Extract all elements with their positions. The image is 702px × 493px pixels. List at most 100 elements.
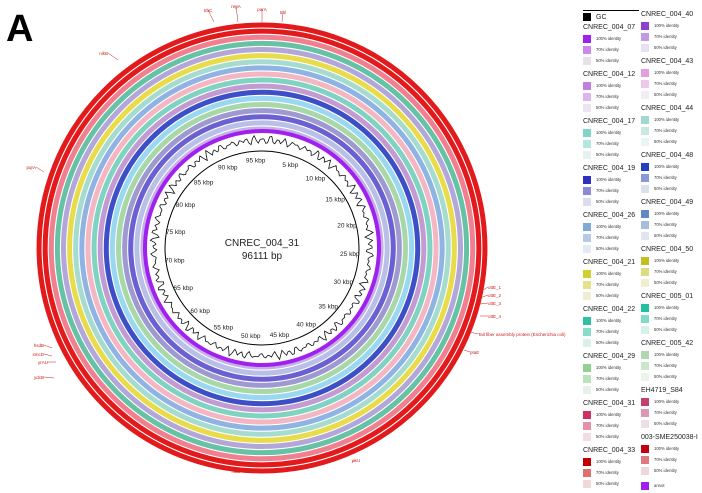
- identity-label: 50% identity: [596, 246, 619, 251]
- gene-leader-line: [107, 52, 119, 61]
- identity-label: 50% identity: [654, 186, 677, 191]
- legend-identity-row: 100% identity: [641, 67, 701, 78]
- legend-identity-row: 100% identity: [583, 127, 639, 138]
- tick-label: 5 kbp: [282, 162, 298, 169]
- gene-leader-line: [479, 294, 489, 299]
- gene-label-yrau: yrAU: [38, 360, 48, 365]
- gene-leader-line: [43, 376, 55, 379]
- legend-identity-row: 70% identity: [583, 44, 639, 55]
- identity-swatch: [641, 21, 649, 30]
- legend-identity-row: 70% identity: [641, 78, 701, 89]
- legend-identity-row: 50% identity: [583, 243, 639, 254]
- tick-label: 70 kbp: [165, 257, 185, 264]
- gene-leader-line: [463, 349, 471, 353]
- legend-identity-row: 50% identity: [583, 290, 639, 301]
- legend-right-entry: CNREC_005_42 100% identity 70% identity 50%…: [641, 339, 701, 382]
- legend-identity-row: 100% identity: [583, 362, 639, 373]
- tick-label: 50 kbp: [241, 333, 261, 340]
- legend-identity-row: 50% identity: [583, 55, 639, 66]
- identity-label: 100% identity: [596, 459, 622, 464]
- legend-identity-row: 100% identity: [583, 221, 639, 232]
- legend-identity-row: 50% identity: [641, 371, 701, 382]
- legend-identity-row: 100% identity: [641, 302, 701, 313]
- legend-identity-row: 70% identity: [641, 219, 701, 230]
- legend-identity-row: 70% identity: [641, 454, 701, 465]
- gene-leader-line: [35, 166, 45, 173]
- identity-swatch: [583, 385, 591, 394]
- gene-label-pqra: pqrA: [26, 165, 36, 170]
- identity-label: 70% identity: [654, 222, 677, 227]
- identity-swatch: [641, 220, 649, 229]
- identity-label: 70% identity: [596, 47, 619, 52]
- circular-genome-map: 5 kbp 10 kbp 15 kbp 20 kbp 25 kbp 30 kbp 35 kb…: [26, 4, 566, 474]
- identity-label: 100% identity: [596, 271, 622, 276]
- identity-label: 70% identity: [596, 141, 619, 146]
- ring-6: [67, 53, 457, 443]
- gc-swatch: [583, 13, 591, 21]
- ring-2: [42, 28, 482, 468]
- gc-content-trace: [149, 134, 374, 361]
- ring-15: [122, 108, 402, 388]
- legend-identity-row: 50% identity: [583, 337, 639, 348]
- identity-swatch: [583, 197, 591, 206]
- legend-identity-row: 100% identity: [583, 174, 639, 185]
- legend-entry-title: CNREC_004_21: [583, 259, 636, 266]
- identity-swatch: [641, 79, 649, 88]
- legend-identity-row: 50% identity: [641, 277, 701, 288]
- identity-label: 50% identity: [596, 387, 619, 392]
- ring-16: [128, 114, 396, 382]
- gene-label-trbc: trbC: [204, 8, 213, 13]
- legend-left-entry: CNREC_004_29 100% identity 70% identity 50%…: [583, 352, 639, 395]
- gene-label-otte-2: ottE_2: [488, 293, 502, 298]
- identity-label: 70% identity: [596, 423, 619, 428]
- identity-swatch: [583, 128, 591, 137]
- identity-swatch: [583, 363, 591, 372]
- identity-label: 100% identity: [596, 36, 622, 41]
- annot-label: annot: [654, 483, 665, 488]
- legend-identity-row: 70% identity: [583, 467, 639, 478]
- identity-label: 100% identity: [596, 365, 622, 370]
- ring-3: [48, 34, 476, 462]
- identity-label: 100% identity: [654, 305, 680, 310]
- identity-label: 100% identity: [596, 318, 622, 323]
- identity-swatch: [641, 408, 649, 417]
- ring-4: [54, 40, 470, 456]
- tick-label: 60 kbp: [190, 308, 210, 315]
- gene-leader-line: [43, 353, 53, 357]
- gene-label-yicu: yicU: [352, 458, 361, 463]
- identity-swatch: [583, 81, 591, 90]
- legend-identity-row: 100% identity: [641, 396, 701, 407]
- gene-leader-line: [207, 9, 215, 23]
- tick-label: 10 kbp: [306, 176, 326, 183]
- legend-entry-title: CNREC_004_19: [583, 165, 636, 172]
- identity-swatch: [583, 175, 591, 184]
- identity-label: 50% identity: [596, 293, 619, 298]
- legend-entry-title: CNREC_005_01: [641, 293, 694, 300]
- legend-gc: GC: [583, 10, 639, 23]
- legend-identity-row: 100% identity: [641, 161, 701, 172]
- gene-leader-line: [43, 344, 53, 349]
- legend-left-entry: CNREC_004_22 100% identity 70% identity 50%…: [583, 305, 639, 348]
- identity-label: 70% identity: [654, 410, 677, 415]
- legend-entry-title: EH4719_S84: [641, 387, 683, 394]
- ring-7: [73, 59, 451, 437]
- legend-entry-title: CNREC_004_43: [641, 58, 694, 65]
- identity-swatch: [583, 34, 591, 43]
- legend-identity-row: 70% identity: [641, 172, 701, 183]
- legend-identity-row: 100% identity: [641, 349, 701, 360]
- identity-swatch: [641, 325, 649, 334]
- tick-label: 20 kbp: [337, 223, 357, 230]
- gene-leader-line: [235, 5, 239, 23]
- identity-swatch: [583, 327, 591, 336]
- gc-trace: [149, 134, 374, 361]
- scale-circle: [164, 150, 360, 346]
- tick-label: 25 kbp: [340, 251, 360, 258]
- identity-swatch: [641, 126, 649, 135]
- kbp-ticks: 5 kbp 10 kbp 15 kbp 20 kbp 25 kbp 30 kbp 35 kb…: [165, 158, 360, 340]
- legend-left-entry: CNREC_004_33 100% identity 70% identity 50%…: [583, 446, 639, 489]
- identity-swatch: [583, 269, 591, 278]
- legend-annot: annot: [641, 480, 701, 491]
- legend-entry-title: 003-SME250038-I: [641, 434, 698, 441]
- identity-label: 100% identity: [654, 164, 680, 169]
- legend-identity-row: 70% identity: [583, 91, 639, 102]
